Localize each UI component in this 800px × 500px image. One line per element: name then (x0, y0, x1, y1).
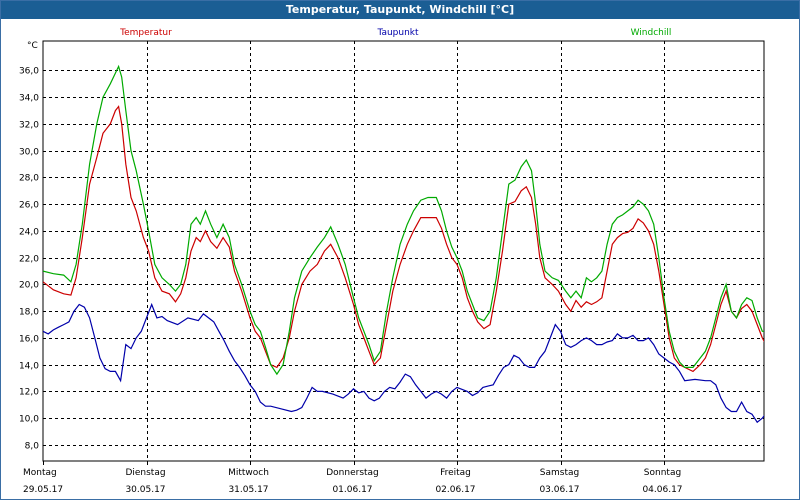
plot-area (42, 40, 765, 462)
legend-entry-temperatur: Temperatur (119, 28, 172, 38)
axis-labels: 8,0 10,0 12,0 14,0 16,0 18,0 20,0 22,0 24,0 26,0 2… (19, 41, 683, 495)
y-tick-label: 20,0 (19, 281, 39, 291)
y-tick-label: 32,0 (19, 121, 39, 131)
y-tick-label: 18,0 (19, 308, 39, 318)
y-tick-label: 24,0 (19, 228, 39, 238)
x-tick-date: 04.06.17 (642, 485, 682, 495)
x-tick-date: 02.06.17 (435, 485, 475, 495)
y-tick-label: 22,0 (19, 255, 39, 265)
x-tick-weekday: Donnerstag (326, 468, 379, 478)
x-tick-weekday: Freitag (440, 468, 471, 478)
y-tick-label: 30,0 (19, 148, 39, 158)
legend-entry-taupunkt: Taupunkt (376, 28, 419, 38)
y-tick-label: 34,0 (19, 94, 39, 104)
x-tick-weekday: Mittwoch (228, 468, 269, 478)
y-tick-label: 16,0 (19, 335, 39, 345)
x-tick-date: 31.05.17 (228, 485, 268, 495)
grid (42, 40, 765, 465)
x-tick-date: 01.06.17 (332, 485, 372, 495)
x-tick-date: 30.05.17 (125, 485, 165, 495)
y-tick-label: 8,0 (25, 442, 40, 452)
chart-title: Temperatur, Taupunkt, Windchill [°C] (1, 1, 799, 19)
x-tick-weekday: Dienstag (125, 468, 165, 478)
x-tick-weekday: Sonntag (644, 468, 681, 478)
y-tick-label: 28,0 (19, 174, 39, 184)
legend: Temperatur Taupunkt Windchill (119, 28, 671, 38)
x-tick-date: 29.05.17 (23, 485, 63, 495)
y-tick-label: 14,0 (19, 362, 39, 372)
series-line-windchill (43, 64, 764, 376)
y-tick-label: 12,0 (19, 388, 39, 398)
series-lines (43, 64, 764, 424)
y-tick-label: 36,0 (19, 67, 39, 77)
legend-entry-windchill: Windchill (631, 28, 672, 38)
y-tick-label: 26,0 (19, 201, 39, 211)
series-line-taupunkt (43, 302, 764, 424)
x-tick-weekday: Samstag (540, 468, 579, 478)
y-axis-unit: °C (27, 41, 38, 51)
y-tick-label: 10,0 (19, 415, 39, 425)
series-line-temperatur (43, 105, 764, 373)
x-tick-weekday: Montag (23, 468, 57, 478)
x-tick-date: 03.06.17 (539, 485, 579, 495)
